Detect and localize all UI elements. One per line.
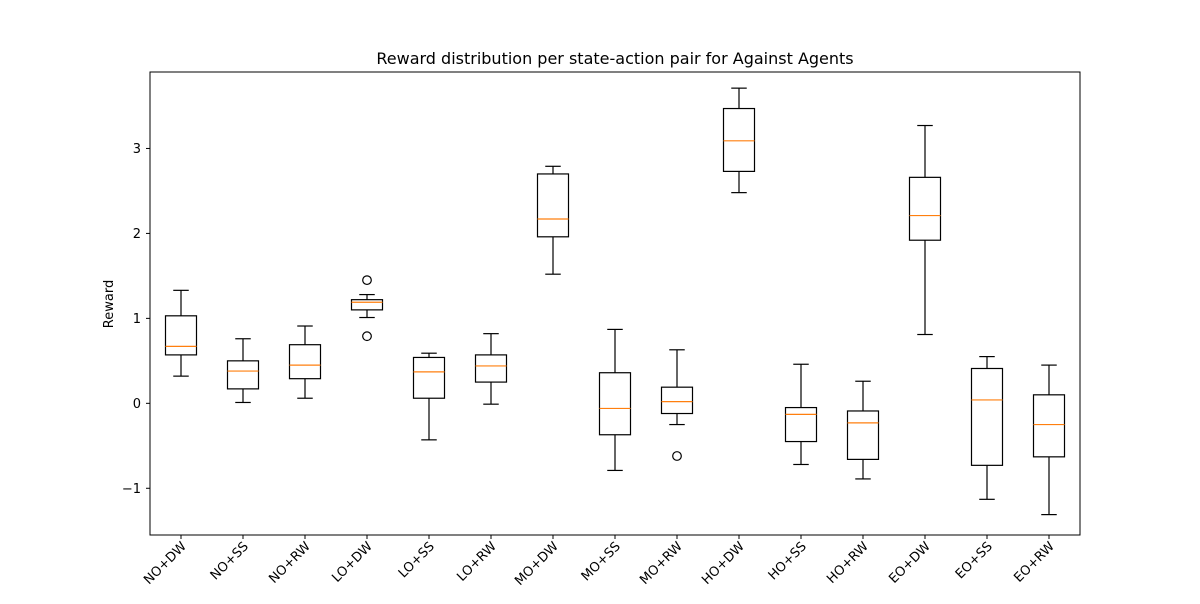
box-body: [350, 299, 384, 311]
box-body: [1032, 394, 1066, 458]
box-body: [536, 173, 570, 238]
box-ho-ss: [784, 363, 818, 466]
x-tick-label: NO+SS: [208, 539, 252, 583]
x-tick-label: MO+DW: [512, 539, 562, 589]
y-tick-label: 3: [133, 142, 141, 157]
box-lo-dw: [350, 275, 384, 342]
x-tick-label: EO+SS: [953, 539, 996, 582]
box-body: [598, 372, 632, 436]
y-axis-label: Reward: [102, 280, 117, 328]
box-mo-ss: [598, 328, 632, 472]
y-tick-label: 0: [133, 397, 141, 412]
box-eo-dw: [908, 124, 942, 336]
box-no-rw: [288, 325, 322, 399]
y-tick-label: −1: [122, 482, 141, 497]
box-ho-rw: [846, 380, 880, 480]
box-mo-dw: [536, 165, 570, 275]
box-mo-rw: [660, 349, 694, 461]
outlier-point: [672, 451, 682, 461]
x-tick-label: HO+SS: [766, 539, 810, 583]
boxes-layer: [164, 87, 1066, 516]
x-tick-label: NO+DW: [141, 539, 190, 588]
x-tick-label: HO+DW: [699, 539, 748, 588]
x-tick-label: EO+DW: [886, 539, 934, 587]
box-no-dw: [164, 289, 198, 377]
box-body: [908, 176, 942, 241]
x-axis: NO+DW NO+SS NO+RW LO+DW LO+SS LO+RW MO+DW MO+SS…: [141, 535, 1058, 589]
x-tick-label: NO+RW: [266, 539, 314, 587]
box-no-ss: [226, 338, 260, 404]
chart-title: Reward distribution per state-action pai…: [376, 49, 853, 68]
outlier-point: [362, 275, 372, 286]
box-body: [784, 406, 818, 443]
y-tick-label: 2: [133, 227, 141, 242]
x-tick-label: LO+RW: [454, 539, 500, 585]
box-body: [226, 360, 260, 390]
y-axis: −1 0 1 2 3: [122, 142, 150, 497]
box-lo-rw: [474, 333, 508, 405]
box-body: [660, 386, 694, 415]
box-body: [288, 344, 322, 380]
box-lo-ss: [412, 352, 446, 441]
x-tick-label: MO+SS: [579, 539, 624, 584]
y-tick-label: 1: [133, 312, 141, 327]
box-body: [412, 356, 446, 399]
x-tick-label: LO+DW: [329, 539, 376, 586]
box-body: [970, 367, 1004, 466]
x-tick-label: MO+RW: [637, 539, 686, 588]
box-eo-ss: [970, 355, 1004, 500]
box-body: [474, 354, 508, 383]
x-tick-label: LO+SS: [396, 539, 438, 581]
box-body: [846, 410, 880, 460]
outlier-point: [362, 331, 372, 342]
box-ho-dw: [722, 87, 756, 194]
box-body: [164, 315, 198, 356]
x-tick-label: HO+RW: [824, 539, 872, 587]
box-body: [722, 107, 756, 172]
plot-frame: [149, 71, 1081, 536]
x-tick-label: EO+RW: [1011, 539, 1058, 586]
box-eo-rw: [1032, 364, 1066, 516]
